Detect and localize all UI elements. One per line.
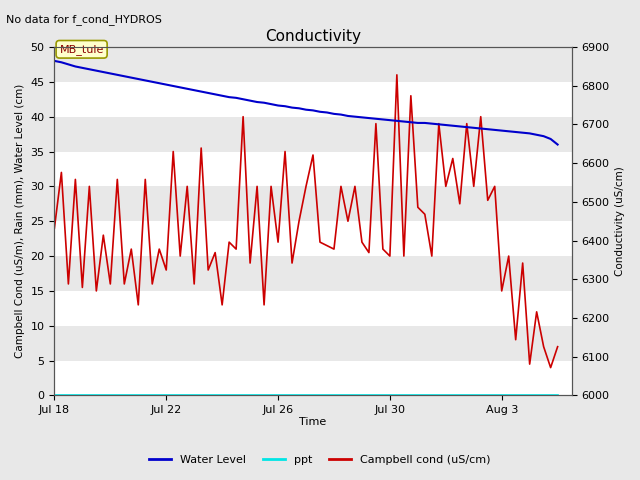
Bar bbox=[54, 152, 572, 186]
Legend: Water Level, ppt, Campbell cond (uS/cm): Water Level, ppt, Campbell cond (uS/cm) bbox=[145, 451, 495, 469]
Bar bbox=[54, 221, 572, 256]
Bar bbox=[54, 82, 572, 117]
Text: No data for f_cond_HYDROS: No data for f_cond_HYDROS bbox=[6, 14, 163, 25]
Y-axis label: Conductivity (uS/cm): Conductivity (uS/cm) bbox=[615, 167, 625, 276]
Bar bbox=[54, 291, 572, 326]
Y-axis label: Campbell Cond (uS/m), Rain (mm), Water Level (cm): Campbell Cond (uS/m), Rain (mm), Water L… bbox=[15, 84, 25, 359]
Text: MB_tule: MB_tule bbox=[60, 44, 104, 55]
Bar bbox=[54, 360, 572, 396]
X-axis label: Time: Time bbox=[300, 417, 326, 427]
Title: Conductivity: Conductivity bbox=[265, 29, 361, 44]
